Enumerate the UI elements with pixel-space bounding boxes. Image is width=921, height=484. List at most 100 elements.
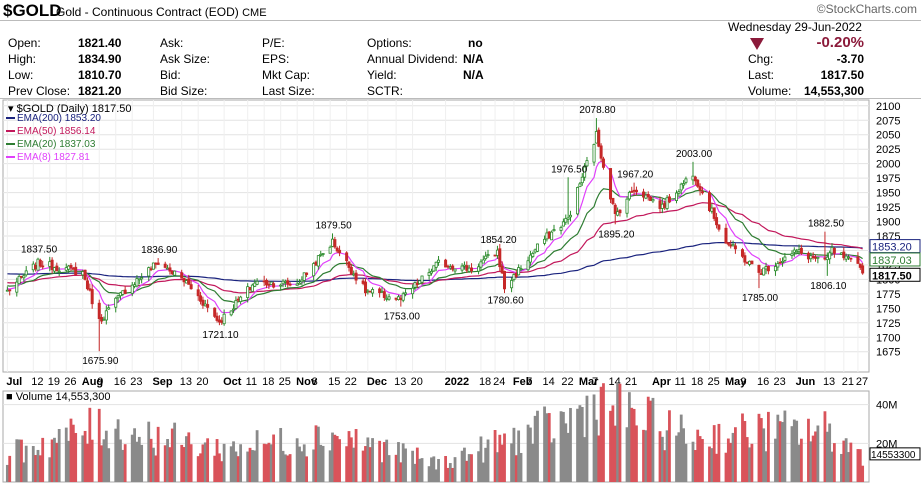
volume-bar (465, 460, 469, 482)
x-tick-label: 27 (856, 376, 868, 388)
candle-body (156, 262, 160, 265)
volume-bar (790, 426, 794, 482)
price-annotation: 1753.00 (384, 312, 421, 323)
candle-body (269, 281, 273, 285)
candle-body (135, 278, 139, 287)
x-tick-label: 15 (328, 376, 340, 388)
volume-bar (55, 442, 59, 482)
candle-body (627, 191, 631, 200)
candle-body (566, 217, 570, 220)
candle-body (163, 263, 167, 268)
candle-body (792, 249, 796, 253)
candle-body (781, 260, 785, 263)
candle-body (41, 265, 45, 268)
sctr-label: SCTR: (367, 84, 403, 98)
candle-body (116, 295, 120, 299)
candle-body (858, 263, 862, 268)
volume-bar (594, 419, 598, 482)
prev-close-value: 1821.20 (78, 84, 122, 98)
y-tick-label: 2025 (876, 144, 900, 156)
candle-body (816, 256, 820, 259)
candle-body (378, 288, 382, 294)
volume-bar (691, 441, 695, 482)
candle-body (693, 176, 697, 182)
volume-bar (479, 436, 483, 482)
volume-bar (302, 444, 306, 482)
candle-body (578, 183, 582, 188)
volume-bar (547, 413, 551, 482)
volume-bar (420, 458, 424, 482)
candle-body (255, 280, 259, 285)
candle-body (321, 253, 325, 255)
candle-body (121, 290, 125, 295)
candle-body (281, 280, 285, 285)
candle-body (437, 259, 441, 263)
candle-body (660, 203, 664, 209)
candle-body (151, 262, 155, 270)
volume-bar (493, 430, 497, 482)
x-tick-label: 12 (31, 376, 43, 388)
x-tick-label: 18 (262, 376, 274, 388)
volume-bar (180, 444, 184, 482)
volume-bar (74, 432, 78, 482)
volume-bar (168, 447, 172, 482)
candle-body (88, 288, 92, 291)
candle-body (465, 265, 469, 271)
candle-body (335, 247, 339, 252)
volume-bar (152, 447, 155, 482)
candle-body (286, 280, 290, 285)
candle-body (434, 261, 438, 268)
candle-body (710, 207, 714, 212)
volume-bar (104, 430, 108, 482)
dividend-value: N/A (463, 52, 484, 66)
volume-bar (170, 428, 174, 482)
candle-body (601, 158, 605, 168)
candle-body (609, 168, 613, 200)
last-label: Last: (748, 68, 775, 82)
candle-body (36, 258, 40, 271)
volume-bar (298, 446, 301, 482)
yield-label: Yield: (367, 68, 397, 82)
volume-bar (430, 457, 433, 482)
candle-body (470, 267, 474, 272)
volume-bar (437, 459, 440, 482)
volume-bar (467, 454, 471, 482)
candle-body (585, 160, 589, 167)
volume-bar (844, 438, 848, 482)
candle-body (97, 302, 101, 320)
candle-body (545, 232, 549, 240)
candle-body (288, 283, 292, 286)
y-tick-label: 1675 (876, 347, 900, 359)
volume-label: Volume: (748, 84, 792, 98)
volume-bar (222, 443, 226, 482)
candle-body (707, 192, 711, 212)
candle-body (52, 267, 56, 272)
candle-body (184, 280, 188, 284)
legend-entry: EMA(20) 1837.03 (17, 139, 96, 150)
candle-body (743, 255, 747, 263)
volume-bar (446, 467, 450, 482)
x-tick-label: May (725, 376, 747, 388)
axis-marker-label: 1837.03 (872, 255, 912, 267)
volume-bar (394, 454, 398, 482)
candle-body (568, 214, 572, 218)
candle-body (196, 289, 200, 297)
candle-body (382, 291, 386, 298)
x-tick-label: 2022 (445, 376, 469, 388)
volume-bar (609, 410, 612, 482)
volume-bar (107, 448, 111, 482)
y-tick-label: 1700 (876, 332, 900, 344)
volume-bar (861, 465, 865, 482)
volume-bar (757, 413, 761, 482)
y-tick-label: 2100 (876, 101, 900, 113)
volume-bar (564, 423, 568, 482)
candle-body (250, 284, 254, 292)
volume-bar (114, 428, 118, 482)
symbol: $GOLD (3, 1, 62, 20)
volume-bar (481, 462, 485, 482)
volume-bar (830, 451, 834, 482)
candle-body (302, 272, 306, 281)
x-tick-label: Dec (367, 376, 387, 388)
candle-body (380, 290, 384, 293)
candle-body (328, 246, 332, 254)
